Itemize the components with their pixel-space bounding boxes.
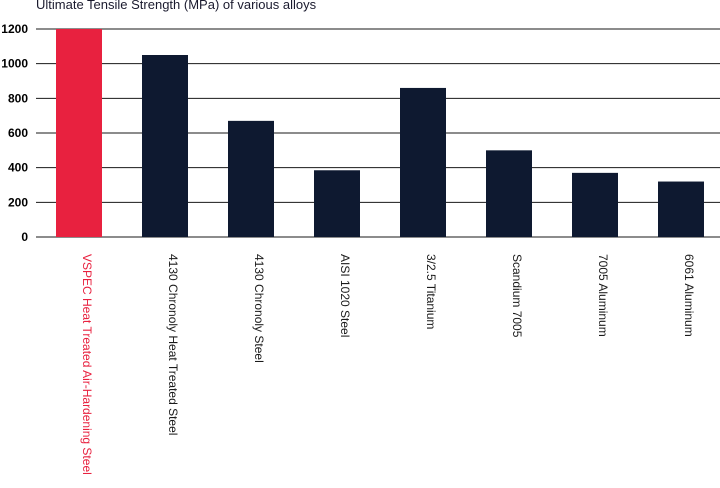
bar: [486, 150, 532, 237]
bars-layer: [56, 29, 704, 237]
x-category-label: VSPEC Heat Treated Air-Hardening Steel: [80, 254, 94, 475]
y-tick-label: 400: [8, 161, 28, 175]
chart-title: Ultimate Tensile Strength (MPa) of vario…: [36, 0, 317, 12]
y-tick-label: 600: [8, 126, 28, 140]
x-category-label: Scandium 7005: [510, 254, 524, 338]
x-category-label: 4130 Chronoly Steel: [252, 254, 266, 363]
y-axis-tick-labels: 0 200 400 600 800 1000 1200: [1, 22, 28, 244]
y-tick-label: 800: [8, 91, 28, 105]
x-category-label: 3/2.5 Titanium: [424, 254, 438, 329]
x-category-label: AISI 1020 Steel: [338, 254, 352, 337]
y-tick-label: 1200: [1, 22, 28, 36]
bar: [572, 172, 618, 237]
x-category-label: 4130 Chronoly Heat Treated Steel: [166, 254, 180, 435]
bar: [658, 181, 704, 237]
y-tick-label: 0: [21, 230, 28, 244]
x-category-label: 6061 Aluminum: [682, 254, 696, 337]
bar: [400, 87, 446, 237]
y-tick-label: 200: [8, 195, 28, 209]
bar: [228, 120, 274, 237]
bar: [314, 170, 360, 237]
bar: [56, 29, 102, 237]
y-tick-label: 1000: [1, 57, 28, 71]
x-category-label: 7005 Aluminum: [596, 254, 610, 337]
x-axis-category-labels: VSPEC Heat Treated Air-Hardening Steel 41…: [80, 254, 696, 475]
bar: [142, 55, 188, 237]
